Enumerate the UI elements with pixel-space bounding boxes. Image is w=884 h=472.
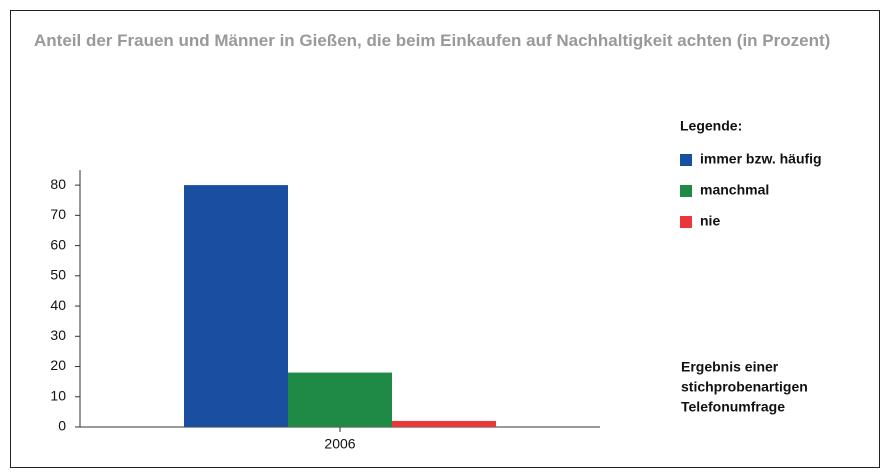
annotation: Ergebnis einer xyxy=(681,359,779,375)
bar xyxy=(288,372,392,427)
y-tick-label: 50 xyxy=(50,267,66,283)
legend-swatch xyxy=(680,185,692,197)
legend-title: Legende: xyxy=(680,118,742,134)
y-tick-label: 30 xyxy=(50,327,66,343)
legend-swatch xyxy=(680,154,692,166)
y-tick-label: 10 xyxy=(50,387,66,403)
frame xyxy=(10,10,880,468)
chart-title: Anteil der Frauen und Männer in Gießen, … xyxy=(34,31,831,50)
y-tick-label: 70 xyxy=(50,206,66,222)
annotation: stichprobenartigen xyxy=(681,379,808,395)
annotation: Telefonumfrage xyxy=(681,399,785,415)
y-tick-label: 0 xyxy=(58,418,66,434)
legend-swatch xyxy=(680,216,692,228)
y-tick-label: 80 xyxy=(50,176,66,192)
y-tick-label: 60 xyxy=(50,236,66,252)
bar xyxy=(392,420,496,427)
bar xyxy=(184,185,288,427)
legend-label: manchmal xyxy=(700,182,769,198)
y-tick-label: 40 xyxy=(50,297,66,313)
legend-label: immer bzw. häufig xyxy=(700,151,822,167)
y-tick-label: 20 xyxy=(50,357,66,373)
x-tick-label: 2006 xyxy=(324,436,355,452)
legend-label: nie xyxy=(700,213,720,229)
